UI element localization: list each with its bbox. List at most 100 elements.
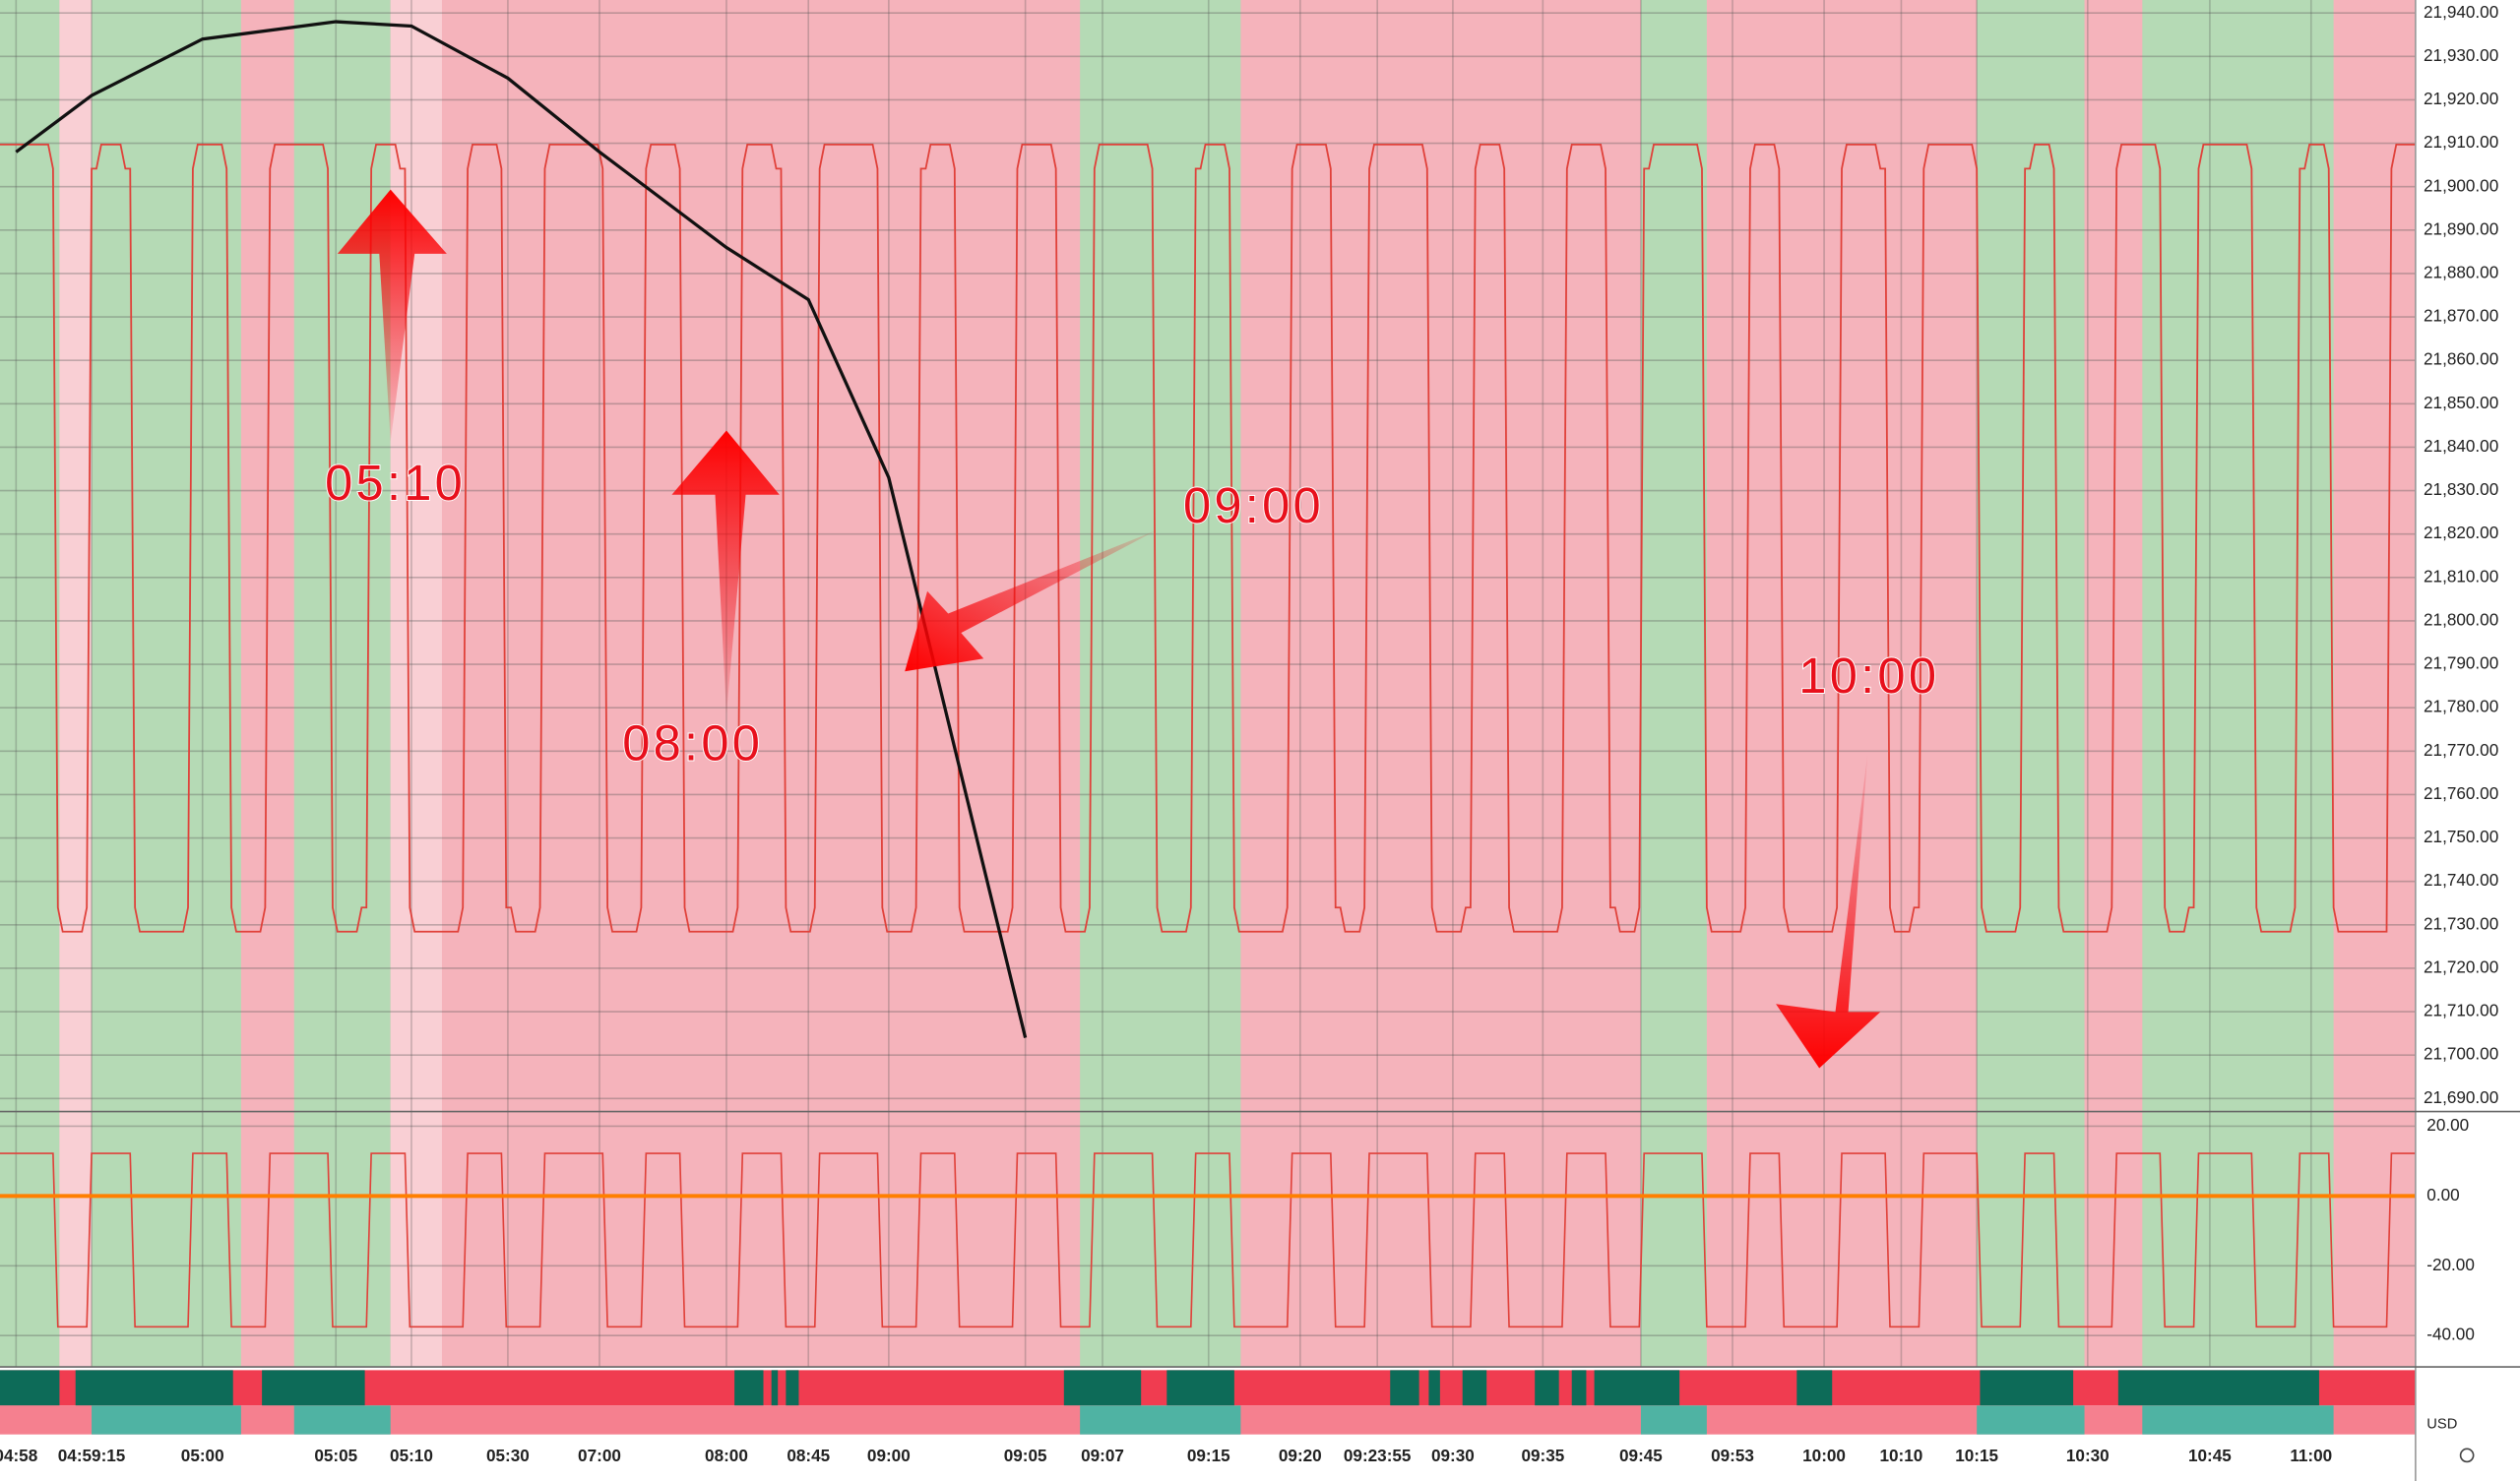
- band: [59, 0, 93, 1368]
- currency-label: USD: [2426, 1417, 2457, 1433]
- arrow: [671, 430, 780, 715]
- arrows: [337, 189, 1881, 1069]
- y-tick-label: 21,760.00: [2424, 783, 2498, 803]
- x-tick-label: 10:15: [1955, 1446, 1998, 1465]
- status: [786, 1370, 799, 1406]
- x-tick-label: 05:30: [486, 1446, 530, 1465]
- band: [0, 0, 60, 1368]
- x-tick-label: 08:45: [787, 1446, 830, 1465]
- annotation: 09:00: [1183, 477, 1324, 533]
- background: [0, 0, 2416, 1435]
- price-line: [15, 20, 1028, 1038]
- x-tick-label: 11:00: [2290, 1446, 2332, 1465]
- x-tick-label: 07:00: [578, 1446, 621, 1465]
- y-tick-label: 21,740.00: [2424, 870, 2498, 890]
- y-tick-label: 21,730.00: [2424, 913, 2498, 933]
- status: [262, 1370, 365, 1406]
- annotation: 05:10: [325, 455, 466, 511]
- status: [75, 1370, 233, 1406]
- y-tick-label: 21,880.00: [2424, 263, 2498, 282]
- status: [1571, 1370, 1587, 1406]
- x-tick-label: 09:45: [1619, 1446, 1663, 1465]
- annotation: 10:00: [1798, 648, 1939, 704]
- x-tick-label: 09:30: [1431, 1446, 1475, 1465]
- x-tick-label: 05:05: [314, 1446, 357, 1465]
- x-tick-label: 09:05: [1004, 1446, 1047, 1465]
- status: [1977, 1405, 2085, 1435]
- status: [1980, 1370, 2074, 1406]
- x-tick-label: 09:07: [1081, 1446, 1124, 1465]
- x-tick-label: 10:30: [2066, 1446, 2110, 1465]
- y-tick-label: 21,850.00: [2424, 393, 2498, 412]
- status: [293, 1405, 391, 1435]
- status: [2142, 1405, 2334, 1435]
- indicators: [0, 144, 2416, 1328]
- y-tick-label: 21,710.00: [2424, 1001, 2498, 1020]
- y-tick-label: 21,890.00: [2424, 218, 2498, 238]
- y-tick-label: 21,770.00: [2424, 740, 2498, 760]
- y-tick-label: 21,790.00: [2424, 653, 2498, 673]
- band: [2142, 0, 2334, 1368]
- y-tick-label: 21,930.00: [2424, 45, 2498, 65]
- status: [771, 1370, 779, 1406]
- y-tick-label: 21,690.00: [2424, 1087, 2498, 1107]
- x-tick-label: 05:10: [390, 1446, 433, 1465]
- grid: [0, 0, 2416, 1368]
- status: [1594, 1370, 1680, 1406]
- x-tick-label: 05:00: [181, 1446, 224, 1465]
- status: [2117, 1370, 2319, 1406]
- band: [1640, 0, 1707, 1368]
- x-tick-label: 09:35: [1521, 1446, 1564, 1465]
- status: [1462, 1370, 1487, 1406]
- plot: [15, 20, 1028, 1038]
- y2-tick-label: -40.00: [2426, 1325, 2475, 1344]
- oscillator: [0, 1152, 2416, 1328]
- x-tick-label: 10:00: [1802, 1446, 1846, 1465]
- y-tick-label: 21,830.00: [2424, 479, 2498, 499]
- status: [1166, 1370, 1234, 1406]
- settings-icon[interactable]: [2459, 1448, 2475, 1463]
- x-tick-label: 10:45: [2188, 1446, 2232, 1465]
- y-tick-label: 21,860.00: [2424, 349, 2498, 369]
- status: [1428, 1370, 1440, 1406]
- status: [1390, 1370, 1419, 1406]
- y-tick-label: 21,840.00: [2424, 436, 2498, 456]
- y-tick-label: 21,720.00: [2424, 956, 2498, 976]
- status: [1080, 1405, 1241, 1435]
- x-tick-label: 09:20: [1279, 1446, 1322, 1465]
- x-tick-label: 09:53: [1711, 1446, 1754, 1465]
- y-tick-label: 21,820.00: [2424, 523, 2498, 542]
- status: [1063, 1370, 1142, 1406]
- status: [1535, 1370, 1559, 1406]
- x-tick-label: 04:58: [0, 1446, 37, 1465]
- y-tick-label: 21,910.00: [2424, 132, 2498, 152]
- x-tick-label: 08:00: [705, 1446, 748, 1465]
- price-axis: [2415, 0, 2520, 1481]
- band: [92, 0, 241, 1368]
- x-tick-label: 10:10: [1880, 1446, 1923, 1465]
- status: [1796, 1370, 1833, 1406]
- y-tick-label: 21,810.00: [2424, 566, 2498, 586]
- y2-tick-label: 0.00: [2426, 1185, 2459, 1204]
- y-tick-label: 21,750.00: [2424, 827, 2498, 846]
- status: [0, 1370, 60, 1406]
- x-tick-label: 09:15: [1187, 1446, 1230, 1465]
- oscillator: [0, 144, 2416, 933]
- x-tick-label: 09:00: [867, 1446, 911, 1465]
- y-tick-label: 21,700.00: [2424, 1044, 2498, 1064]
- status: [92, 1405, 241, 1435]
- status: [734, 1370, 764, 1406]
- y-tick-label: 21,780.00: [2424, 697, 2498, 716]
- x-tick-label: 04:59:15: [58, 1446, 126, 1465]
- y-tick-label: 21,940.00: [2424, 2, 2498, 22]
- arrow: [905, 529, 1158, 672]
- arrow: [337, 189, 447, 442]
- band: [293, 0, 391, 1368]
- band: [1080, 0, 1241, 1368]
- status: [1640, 1405, 1707, 1435]
- y-tick-label: 21,920.00: [2424, 89, 2498, 108]
- y-tick-label: 21,900.00: [2424, 175, 2498, 195]
- y-tick-label: 21,870.00: [2424, 306, 2498, 326]
- y2-tick-label: 20.00: [2426, 1115, 2469, 1135]
